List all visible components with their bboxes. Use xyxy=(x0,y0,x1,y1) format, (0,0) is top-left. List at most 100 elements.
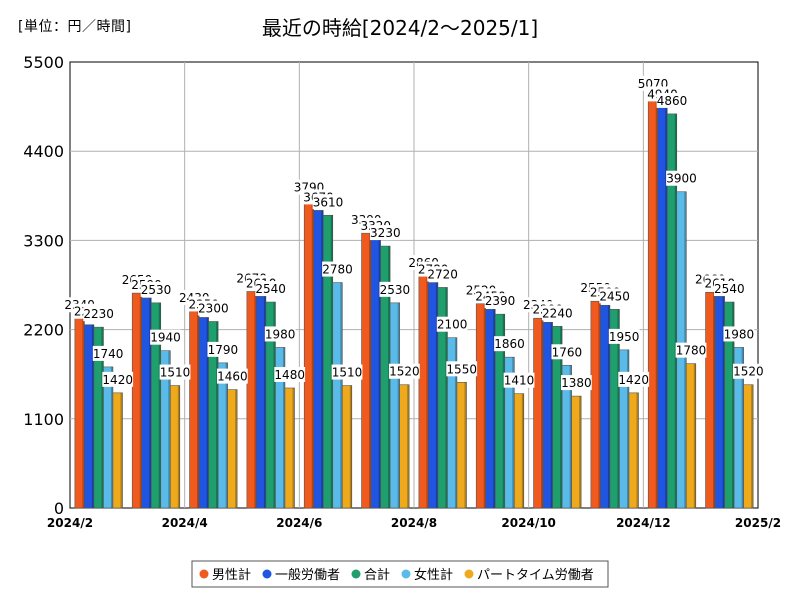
bar-shade xyxy=(206,317,209,508)
bar-shade xyxy=(216,321,219,508)
bar-shade xyxy=(445,287,448,508)
bar-shade xyxy=(550,322,553,508)
bar-shade xyxy=(655,96,658,509)
bar-shade xyxy=(617,309,620,508)
data-label: 3610 xyxy=(313,195,344,209)
data-label-bg xyxy=(312,194,344,210)
bar-shade xyxy=(512,357,515,508)
bar-shade xyxy=(225,362,228,508)
bar-shade xyxy=(321,210,324,508)
data-label-bg xyxy=(197,300,229,316)
data-label-bg xyxy=(274,366,306,382)
data-label: 1510 xyxy=(332,366,363,380)
data-label: 2240 xyxy=(542,306,573,320)
data-label-bg xyxy=(675,342,707,358)
data-label: 1760 xyxy=(552,345,583,359)
data-label: 4860 xyxy=(657,94,688,108)
data-label-bg xyxy=(216,368,248,384)
bar-shade xyxy=(435,282,438,508)
data-label-bg xyxy=(666,170,697,186)
data-label: 2530 xyxy=(141,283,172,297)
y-tick-label: 2200 xyxy=(23,321,64,340)
data-label-bg xyxy=(369,225,401,241)
data-label: 1780 xyxy=(676,344,707,358)
bar-shade xyxy=(598,301,601,508)
legend-box xyxy=(191,560,609,588)
x-tick-label: 2024/6 xyxy=(276,516,322,530)
bar-shade xyxy=(349,385,352,508)
data-label-bg xyxy=(551,344,583,360)
y-tick-label: 1100 xyxy=(23,410,64,429)
bar-shade xyxy=(330,215,333,508)
bar-shade xyxy=(340,282,343,508)
data-label: 1520 xyxy=(733,365,764,379)
bar-shade xyxy=(110,366,113,508)
data-label: 1480 xyxy=(274,368,305,382)
data-label: 1380 xyxy=(561,376,592,390)
bar-shade xyxy=(502,314,505,508)
data-label-bg xyxy=(159,364,191,380)
data-label: 2780 xyxy=(322,263,353,277)
bar-shade xyxy=(560,326,563,508)
data-label-bg xyxy=(494,336,525,352)
x-tick-label: 2024/2 xyxy=(47,516,93,530)
data-label-bg xyxy=(83,306,115,322)
x-tick-label: 2024/12 xyxy=(616,516,670,530)
legend-label: 一般労働者 xyxy=(275,567,340,583)
data-label-bg xyxy=(140,281,172,297)
bar-shade xyxy=(483,303,486,508)
bar-shade xyxy=(569,365,572,508)
bar-shade xyxy=(263,296,266,508)
data-label-bg xyxy=(656,92,688,108)
data-label: 1550 xyxy=(446,362,477,376)
data-label: 1420 xyxy=(102,373,133,387)
data-label: 2300 xyxy=(198,301,229,315)
y-tick-label: 3300 xyxy=(23,231,64,250)
bar-shade xyxy=(493,309,496,508)
bar-shade xyxy=(464,382,467,508)
data-label-bg xyxy=(322,261,353,277)
legend-label: 女性計 xyxy=(414,567,453,583)
bar-shade xyxy=(82,318,85,508)
y-tick-label: 5500 xyxy=(23,53,64,72)
data-label-bg xyxy=(618,371,650,387)
bar xyxy=(112,392,123,509)
data-label: 3230 xyxy=(370,226,401,240)
bar-shade xyxy=(674,113,677,508)
bar-shade xyxy=(101,327,104,508)
legend-marker xyxy=(262,569,272,579)
bar xyxy=(628,392,639,509)
bar-shade xyxy=(369,233,372,509)
data-label-bg xyxy=(427,266,459,282)
data-label: 1860 xyxy=(494,337,525,351)
bar-shade xyxy=(282,347,285,508)
data-label-bg xyxy=(713,281,745,297)
bar-shade xyxy=(636,392,639,508)
legend-label: 合計 xyxy=(364,567,390,583)
bar xyxy=(399,384,410,509)
bar xyxy=(743,384,754,509)
bar-shade xyxy=(626,349,629,508)
data-label-bg xyxy=(446,361,478,377)
bar-shade xyxy=(235,389,238,508)
bar xyxy=(685,363,697,509)
data-label: 1520 xyxy=(389,365,420,379)
x-tick-label: 2025/2 xyxy=(735,516,781,530)
bar xyxy=(169,385,181,509)
legend-label: パートタイム労働者 xyxy=(477,568,594,583)
data-label: 2540 xyxy=(255,282,286,296)
bar-shade xyxy=(311,200,314,508)
legend-marker xyxy=(351,569,361,579)
data-label: 1940 xyxy=(150,331,181,345)
bar-shade xyxy=(454,337,457,508)
data-label-bg xyxy=(331,364,363,380)
legend-marker xyxy=(199,569,209,579)
data-label: 1950 xyxy=(609,330,640,344)
data-label-bg xyxy=(541,305,573,321)
unit-label: [単位：円／時間] xyxy=(18,19,132,35)
legend-marker xyxy=(464,569,474,579)
data-label-bg xyxy=(436,316,468,332)
bar-shade xyxy=(751,384,754,508)
